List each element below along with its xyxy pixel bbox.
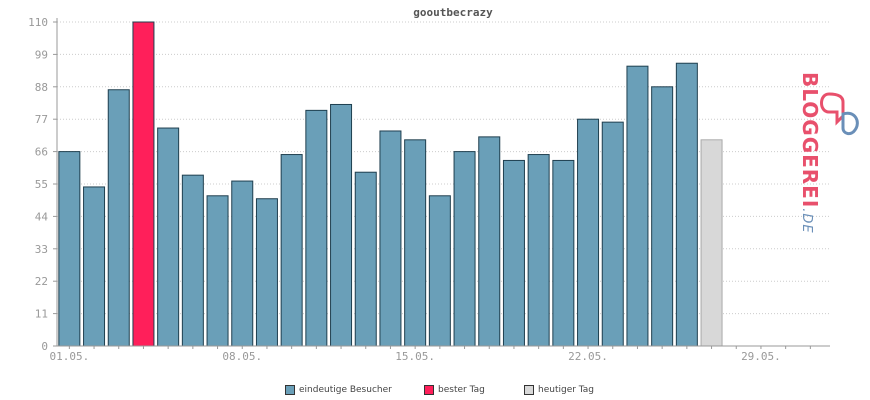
y-tick-label: 66 bbox=[35, 146, 48, 159]
legend-swatch-visitors bbox=[285, 385, 295, 395]
bloggerei-logo-wordmark: BLOGGEREI.DE bbox=[798, 72, 842, 234]
x-tick-label: 08.05. bbox=[222, 350, 262, 363]
logo-brand-text: BLOGGEREI bbox=[798, 72, 822, 209]
bar-day-24 bbox=[626, 65, 649, 347]
bar-day-14 bbox=[379, 130, 402, 347]
x-tick-label: 22.05. bbox=[568, 350, 608, 363]
bar-day-13 bbox=[354, 171, 377, 347]
legend-item-best-day: bester Tag bbox=[424, 385, 485, 395]
bar-day-16 bbox=[428, 195, 451, 347]
bar-day-4 bbox=[132, 21, 155, 347]
y-tick-label: 11 bbox=[35, 308, 48, 321]
y-tick-label: 99 bbox=[35, 48, 48, 61]
y-tick-label: 0 bbox=[41, 340, 48, 353]
logo-suffix-text: .DE bbox=[799, 208, 814, 234]
bar-day-2 bbox=[83, 186, 106, 347]
y-tick-label: 55 bbox=[35, 178, 48, 191]
chart-legend: eindeutige Besucher bester Tag heutiger … bbox=[0, 385, 870, 399]
bar-day-10 bbox=[280, 154, 303, 347]
bar-day-18 bbox=[478, 136, 501, 347]
bar-day-1 bbox=[58, 151, 81, 347]
legend-label-visitors: eindeutige Besucher bbox=[299, 385, 392, 395]
bar-day-17 bbox=[453, 151, 476, 347]
bar-day-21 bbox=[552, 159, 575, 347]
bar-day-3 bbox=[107, 89, 130, 347]
bar-day-23 bbox=[601, 121, 624, 347]
bar-day-5 bbox=[157, 127, 180, 347]
y-tick-label: 77 bbox=[35, 113, 48, 126]
y-tick-label: 22 bbox=[35, 275, 48, 288]
chart-title: gooutbecrazy bbox=[413, 6, 493, 19]
y-tick-label: 44 bbox=[35, 210, 49, 223]
bloggerei-logo-icon bbox=[820, 92, 859, 136]
y-tick-label: 88 bbox=[35, 81, 48, 94]
x-tick-label: 01.05. bbox=[49, 350, 89, 363]
x-axis: 01.05. 08.05. 15.05. 22.05. 29.05. bbox=[49, 345, 830, 363]
x-tick-label: 15.05. bbox=[395, 350, 435, 363]
x-tick-label: 29.05. bbox=[741, 350, 781, 363]
bar-day-19 bbox=[502, 159, 525, 347]
bar-day-12 bbox=[330, 103, 353, 347]
bar-day-6 bbox=[181, 174, 204, 347]
legend-swatch-best-day bbox=[424, 385, 434, 395]
bar-day-20 bbox=[527, 154, 550, 347]
legend-label-today: heutiger Tag bbox=[538, 385, 595, 395]
y-axis: 0 11 22 33 44 55 66 77 88 99 110 bbox=[28, 16, 58, 353]
bar-day-8 bbox=[231, 180, 254, 347]
legend-label-best-day: bester Tag bbox=[438, 385, 485, 395]
bar-day-9 bbox=[255, 198, 278, 347]
bar-day-26 bbox=[675, 62, 698, 347]
y-tick-label: 33 bbox=[35, 243, 48, 256]
bar-day-7 bbox=[206, 195, 229, 347]
bar-day-27 bbox=[700, 139, 723, 347]
bar-day-25 bbox=[651, 86, 674, 347]
bar-day-15 bbox=[404, 139, 427, 347]
legend-swatch-today bbox=[524, 385, 534, 395]
bars-group bbox=[58, 21, 723, 347]
bar-day-22 bbox=[577, 118, 600, 347]
legend-item-visitors: eindeutige Besucher bbox=[285, 385, 392, 395]
legend-item-today: heutiger Tag bbox=[524, 385, 594, 395]
y-tick-label: 110 bbox=[28, 16, 48, 29]
bar-day-11 bbox=[305, 109, 328, 347]
